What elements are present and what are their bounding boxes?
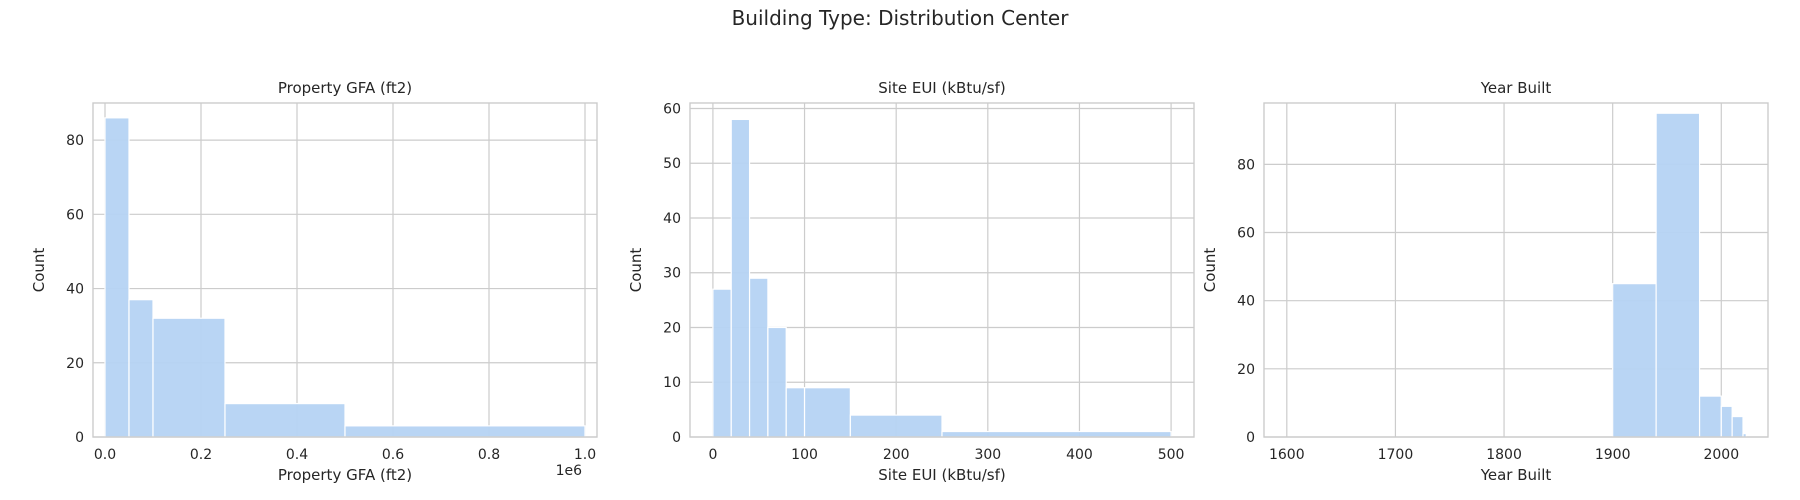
chart1-bar — [128, 299, 154, 438]
chart3-y-tick-label: 80 — [1237, 157, 1255, 173]
chart2-bar — [849, 414, 943, 438]
chart2-x-tick-label: 500 — [1158, 447, 1185, 463]
chart2-y-tick-label: 0 — [672, 430, 681, 446]
chart1-x-tick-label: 0.0 — [94, 447, 116, 463]
chart1-frame — [92, 102, 598, 438]
chart3-y-tick-label: 0 — [1246, 430, 1255, 446]
chart1-x-tick-label: 0.2 — [190, 447, 212, 463]
chart1-x-axis-label: Property GFA (ft2) — [278, 466, 412, 484]
chart1-x-tick-label: 1.0 — [574, 447, 596, 463]
chart1-y-tick-label: 60 — [66, 207, 84, 223]
chart3-frame — [1263, 102, 1769, 438]
chart3-bar — [1720, 405, 1733, 438]
chart3-title: Year Built — [1480, 79, 1552, 97]
chart2-x-tick-label: 100 — [791, 447, 818, 463]
chart2-y-axis-label: Count — [627, 248, 645, 293]
chart1-bar — [344, 425, 586, 438]
chart1-y-tick-label: 40 — [66, 282, 84, 298]
chart2-bar — [941, 430, 1172, 438]
chart2-y-tick-label: 40 — [663, 211, 681, 227]
chart2-bar — [748, 277, 769, 438]
chart3-x-tick-label: 1800 — [1486, 447, 1522, 463]
chart3-y-axis-label: Count — [1201, 248, 1219, 293]
chart2-x-tick-label: 300 — [974, 447, 1001, 463]
figure-suptitle: Building Type: Distribution Center — [731, 6, 1069, 30]
chart2-bar — [785, 387, 806, 438]
chart2-bar — [803, 387, 851, 438]
chart3-bar — [1698, 395, 1722, 438]
chart1-offset-text: 1e6 — [556, 463, 583, 479]
chart2-frame — [689, 102, 1195, 438]
chart2-x-tick-label: 0 — [708, 447, 717, 463]
chart2-bar — [712, 288, 732, 438]
chart2-bar — [730, 118, 751, 438]
chart1-y-axis-label: Count — [30, 248, 48, 293]
chart3-y-tick-label: 20 — [1237, 362, 1255, 378]
chart3-bar — [1612, 283, 1657, 438]
chart1-title: Property GFA (ft2) — [278, 79, 412, 97]
chart2-y-tick-label: 50 — [663, 156, 681, 172]
chart1-x-tick-label: 0.8 — [478, 447, 500, 463]
chart2-y-tick-label: 60 — [663, 101, 681, 117]
chart3-y-tick-label: 60 — [1237, 226, 1255, 242]
chart2-y-tick-label: 10 — [663, 375, 681, 391]
chart2-bar — [767, 326, 787, 438]
chart3-x-axis-label: Year Built — [1480, 466, 1552, 484]
chart3-y-tick-label: 40 — [1237, 294, 1255, 310]
chart1-bar — [104, 117, 130, 438]
chart3-x-tick-label: 1900 — [1595, 447, 1631, 463]
chart2-x-tick-label: 200 — [883, 447, 910, 463]
chart3-bar — [1655, 112, 1701, 438]
chart3-x-tick-label: 1600 — [1269, 447, 1305, 463]
chart2-title: Site EUI (kBtu/sf) — [878, 79, 1005, 97]
chart1-bar — [224, 403, 346, 438]
chart3-bar — [1731, 415, 1744, 438]
chart1-x-tick-label: 0.4 — [286, 447, 308, 463]
chart3-x-tick-label: 2000 — [1703, 447, 1739, 463]
chart1-y-tick-label: 80 — [66, 133, 84, 149]
chart2-y-tick-label: 30 — [663, 266, 681, 282]
chart2-y-tick-label: 20 — [663, 320, 681, 336]
chart2-x-tick-label: 400 — [1066, 447, 1093, 463]
chart1-x-tick-label: 0.6 — [382, 447, 404, 463]
chart1-y-tick-label: 20 — [66, 356, 84, 372]
chart1-bar — [152, 317, 226, 438]
chart2-x-axis-label: Site EUI (kBtu/sf) — [878, 466, 1005, 484]
chart3-x-tick-label: 1700 — [1378, 447, 1414, 463]
chart1-y-tick-label: 0 — [75, 430, 84, 446]
